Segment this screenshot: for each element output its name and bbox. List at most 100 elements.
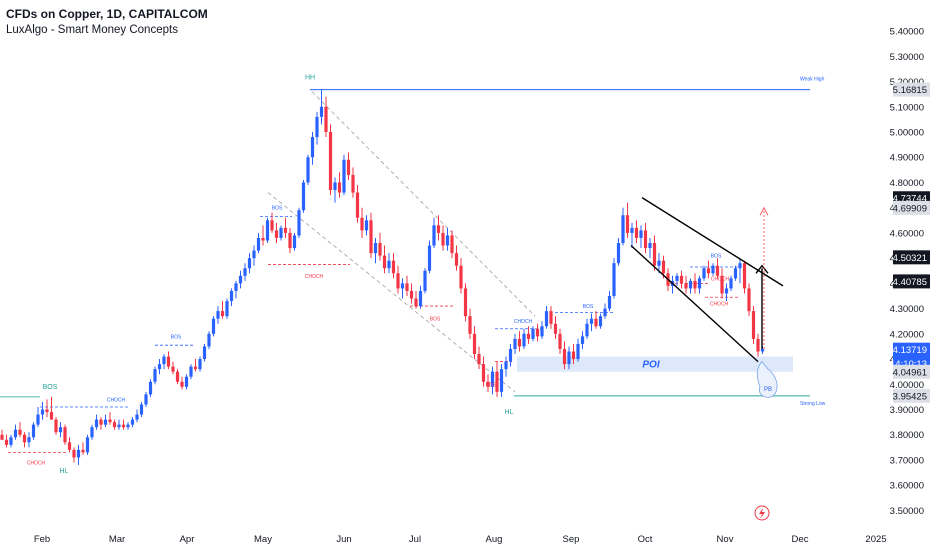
- candle-body: [27, 437, 31, 443]
- candle-body: [576, 343, 580, 360]
- candle-body: [387, 260, 391, 269]
- price-badge-label: 4.69909: [893, 203, 927, 214]
- candle-body: [760, 348, 765, 352]
- candle-body: [540, 326, 544, 337]
- structure-label: CHOCH: [711, 276, 730, 282]
- candle-body: [189, 366, 193, 377]
- candle-body: [562, 348, 567, 365]
- x-tick-label: Mar: [109, 534, 125, 545]
- candle-body: [688, 280, 693, 289]
- x-tick-label: Sep: [563, 534, 580, 545]
- candle-body: [261, 237, 265, 241]
- candle-body: [675, 275, 679, 281]
- candle-body: [594, 318, 598, 327]
- candle-body: [454, 253, 459, 266]
- candle-body: [634, 227, 639, 238]
- indicator-title[interactable]: LuxAlgo - Smart Money Concepts: [6, 24, 178, 36]
- candle-body: [508, 348, 513, 362]
- y-tick-label: 4.80000: [890, 178, 924, 189]
- price-badge: [893, 388, 930, 403]
- candle-body: [535, 328, 540, 337]
- candle-body: [558, 333, 562, 349]
- y-tick-label: 5.20000: [890, 77, 924, 88]
- candle-body: [252, 250, 256, 259]
- candle-body: [193, 366, 198, 370]
- candle-body: [58, 427, 63, 433]
- price-badge-label: 5.16815: [893, 85, 927, 96]
- candle-body: [355, 192, 360, 218]
- candle-body: [18, 429, 22, 435]
- candle-body: [598, 316, 603, 327]
- candle-body: [382, 255, 387, 269]
- candle-body: [513, 338, 517, 349]
- candle-body: [445, 235, 450, 246]
- candle-body: [432, 225, 436, 246]
- candle-body: [747, 288, 751, 312]
- candle-body: [756, 338, 760, 352]
- candle-body: [567, 351, 571, 365]
- candle-body: [522, 333, 526, 347]
- candle-body: [198, 359, 202, 370]
- candle-body: [571, 351, 576, 360]
- candle-body: [243, 268, 247, 276]
- candle-body: [279, 227, 283, 238]
- candle-body: [468, 316, 472, 334]
- price-badge-label: 4.50321: [893, 253, 927, 264]
- y-tick-label: 3.50000: [890, 506, 924, 517]
- x-tick-label: Aug: [486, 534, 503, 545]
- candle-body: [324, 106, 328, 133]
- candle-body: [148, 381, 153, 395]
- candle-body: [45, 409, 49, 413]
- candle-body: [630, 227, 634, 233]
- candle-body: [310, 137, 315, 158]
- y-tick-label: 5.40000: [890, 27, 924, 38]
- structure-label: BOS: [430, 317, 441, 323]
- candle-body: [108, 419, 112, 423]
- candle-body: [351, 174, 355, 193]
- candle-body: [729, 278, 733, 289]
- candle-body: [9, 437, 13, 445]
- candle-body: [229, 290, 234, 302]
- candle-body: [328, 132, 333, 191]
- price-badge: [893, 364, 930, 379]
- chart-header: CFDs on Copper, 1D, CAPITALCOM LuxAlgo -…: [6, 7, 208, 37]
- candle-body: [31, 424, 36, 438]
- candle-body: [234, 283, 238, 291]
- channel-upper-line: [311, 91, 536, 317]
- candle-body: [202, 346, 207, 360]
- candle-body: [486, 381, 490, 387]
- candle-body: [297, 210, 301, 236]
- candle-body: [661, 260, 666, 274]
- candle-body: [459, 265, 463, 289]
- swing-label: HL: [60, 468, 69, 475]
- channel-lower-line: [267, 192, 516, 393]
- candle-body: [126, 424, 130, 428]
- structure-label: CHOCH: [305, 274, 324, 280]
- candle-body: [733, 268, 738, 279]
- candle-body: [436, 225, 441, 233]
- candle-body: [247, 258, 252, 269]
- y-tick-label: 4.00000: [890, 380, 924, 391]
- candle-body: [603, 308, 607, 317]
- candle-body: [22, 434, 27, 443]
- candle-body: [238, 275, 243, 284]
- candle-body: [99, 419, 103, 425]
- candle-body: [553, 323, 558, 334]
- candle-body: [288, 232, 292, 249]
- structure-label: BOS: [43, 384, 58, 391]
- candle-body: [81, 449, 85, 453]
- candle-body: [13, 429, 18, 438]
- y-tick-label: 4.90000: [890, 153, 924, 164]
- candle-body: [274, 230, 279, 238]
- poi-zone: [517, 356, 793, 372]
- wedge-lower-line: [630, 245, 759, 363]
- price-badge-label: 4.13719: [893, 345, 927, 356]
- symbol-title[interactable]: CFDs on Copper, 1D, CAPITALCOM: [6, 7, 208, 21]
- candle-body: [184, 376, 189, 387]
- candle-body: [76, 449, 81, 458]
- candle-body: [121, 424, 126, 428]
- candle-body: [315, 116, 319, 138]
- y-tick-label: 3.60000: [890, 481, 924, 492]
- strong-low-label: Strong Low: [800, 401, 826, 407]
